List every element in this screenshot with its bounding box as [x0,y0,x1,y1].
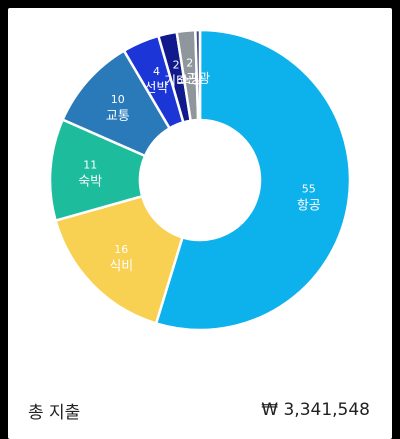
slice-value-label-2: 11 [83,158,97,171]
donut-slice-0[interactable] [154,28,352,332]
slice-value-label-6: 2 [186,56,193,69]
expense-card: 55 항공 16 식비 11 숙박 10 교통 4 선박 2 기타 2 쇼핑 관광 총 지출 ₩ 3,341… [8,8,392,439]
slice-category-label-5: 기타 [164,75,188,90]
slice-value-label-1: 16 [114,243,128,256]
slice-category-label-2: 숙박 [78,174,102,189]
slice-category-label-3: 교통 [106,109,130,124]
slice-category-label-6: 쇼핑 [178,72,202,87]
slice-category-label-7: 관광 [186,72,210,87]
slice-value-label-5: 2 [173,59,180,72]
total-expense-value: ₩ 3,341,548 [261,400,370,420]
slice-value-label-0: 55 [302,182,316,195]
expense-donut-chart: 55 항공 16 식비 11 숙박 10 교통 4 선박 2 기타 2 쇼핑 관광 [8,8,392,358]
donut-slice-7[interactable] [194,28,202,122]
total-expense-label: 총 지출 [28,402,81,423]
slice-value-label-4: 4 [153,65,160,78]
slice-category-label-0: 항공 [297,198,321,213]
slice-category-label-4: 선박 [145,81,169,96]
slice-value-label-3: 10 [111,93,125,106]
slice-category-label-1: 식비 [109,259,133,274]
total-row: 총 지출 ₩ 3,341,548 [8,392,392,428]
donut-slice-1[interactable] [54,194,185,325]
